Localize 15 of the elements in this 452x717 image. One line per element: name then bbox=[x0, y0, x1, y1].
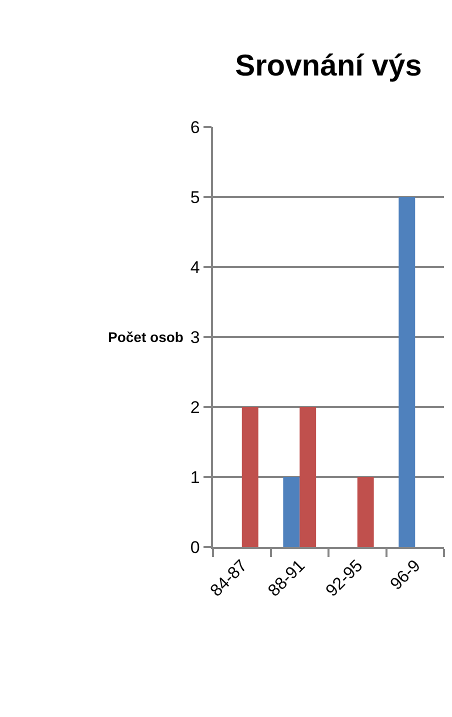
bar bbox=[283, 477, 300, 547]
bar bbox=[242, 407, 258, 547]
y-tick-label: 4 bbox=[190, 258, 200, 277]
y-tick-label: 5 bbox=[190, 188, 200, 207]
bar bbox=[357, 477, 374, 547]
y-axis-title: Počet osob bbox=[108, 329, 184, 345]
y-tick-label: 3 bbox=[190, 328, 200, 347]
bar bbox=[398, 197, 416, 547]
x-tick-label: 96-9 bbox=[386, 556, 424, 594]
y-tick-label: 0 bbox=[190, 538, 200, 557]
chart-title: Srovnání výs bbox=[235, 50, 422, 82]
y-tick-label: 2 bbox=[190, 398, 200, 417]
y-tick-label: 6 bbox=[190, 118, 200, 137]
bar bbox=[300, 407, 316, 547]
y-tick-label: 1 bbox=[190, 468, 200, 487]
